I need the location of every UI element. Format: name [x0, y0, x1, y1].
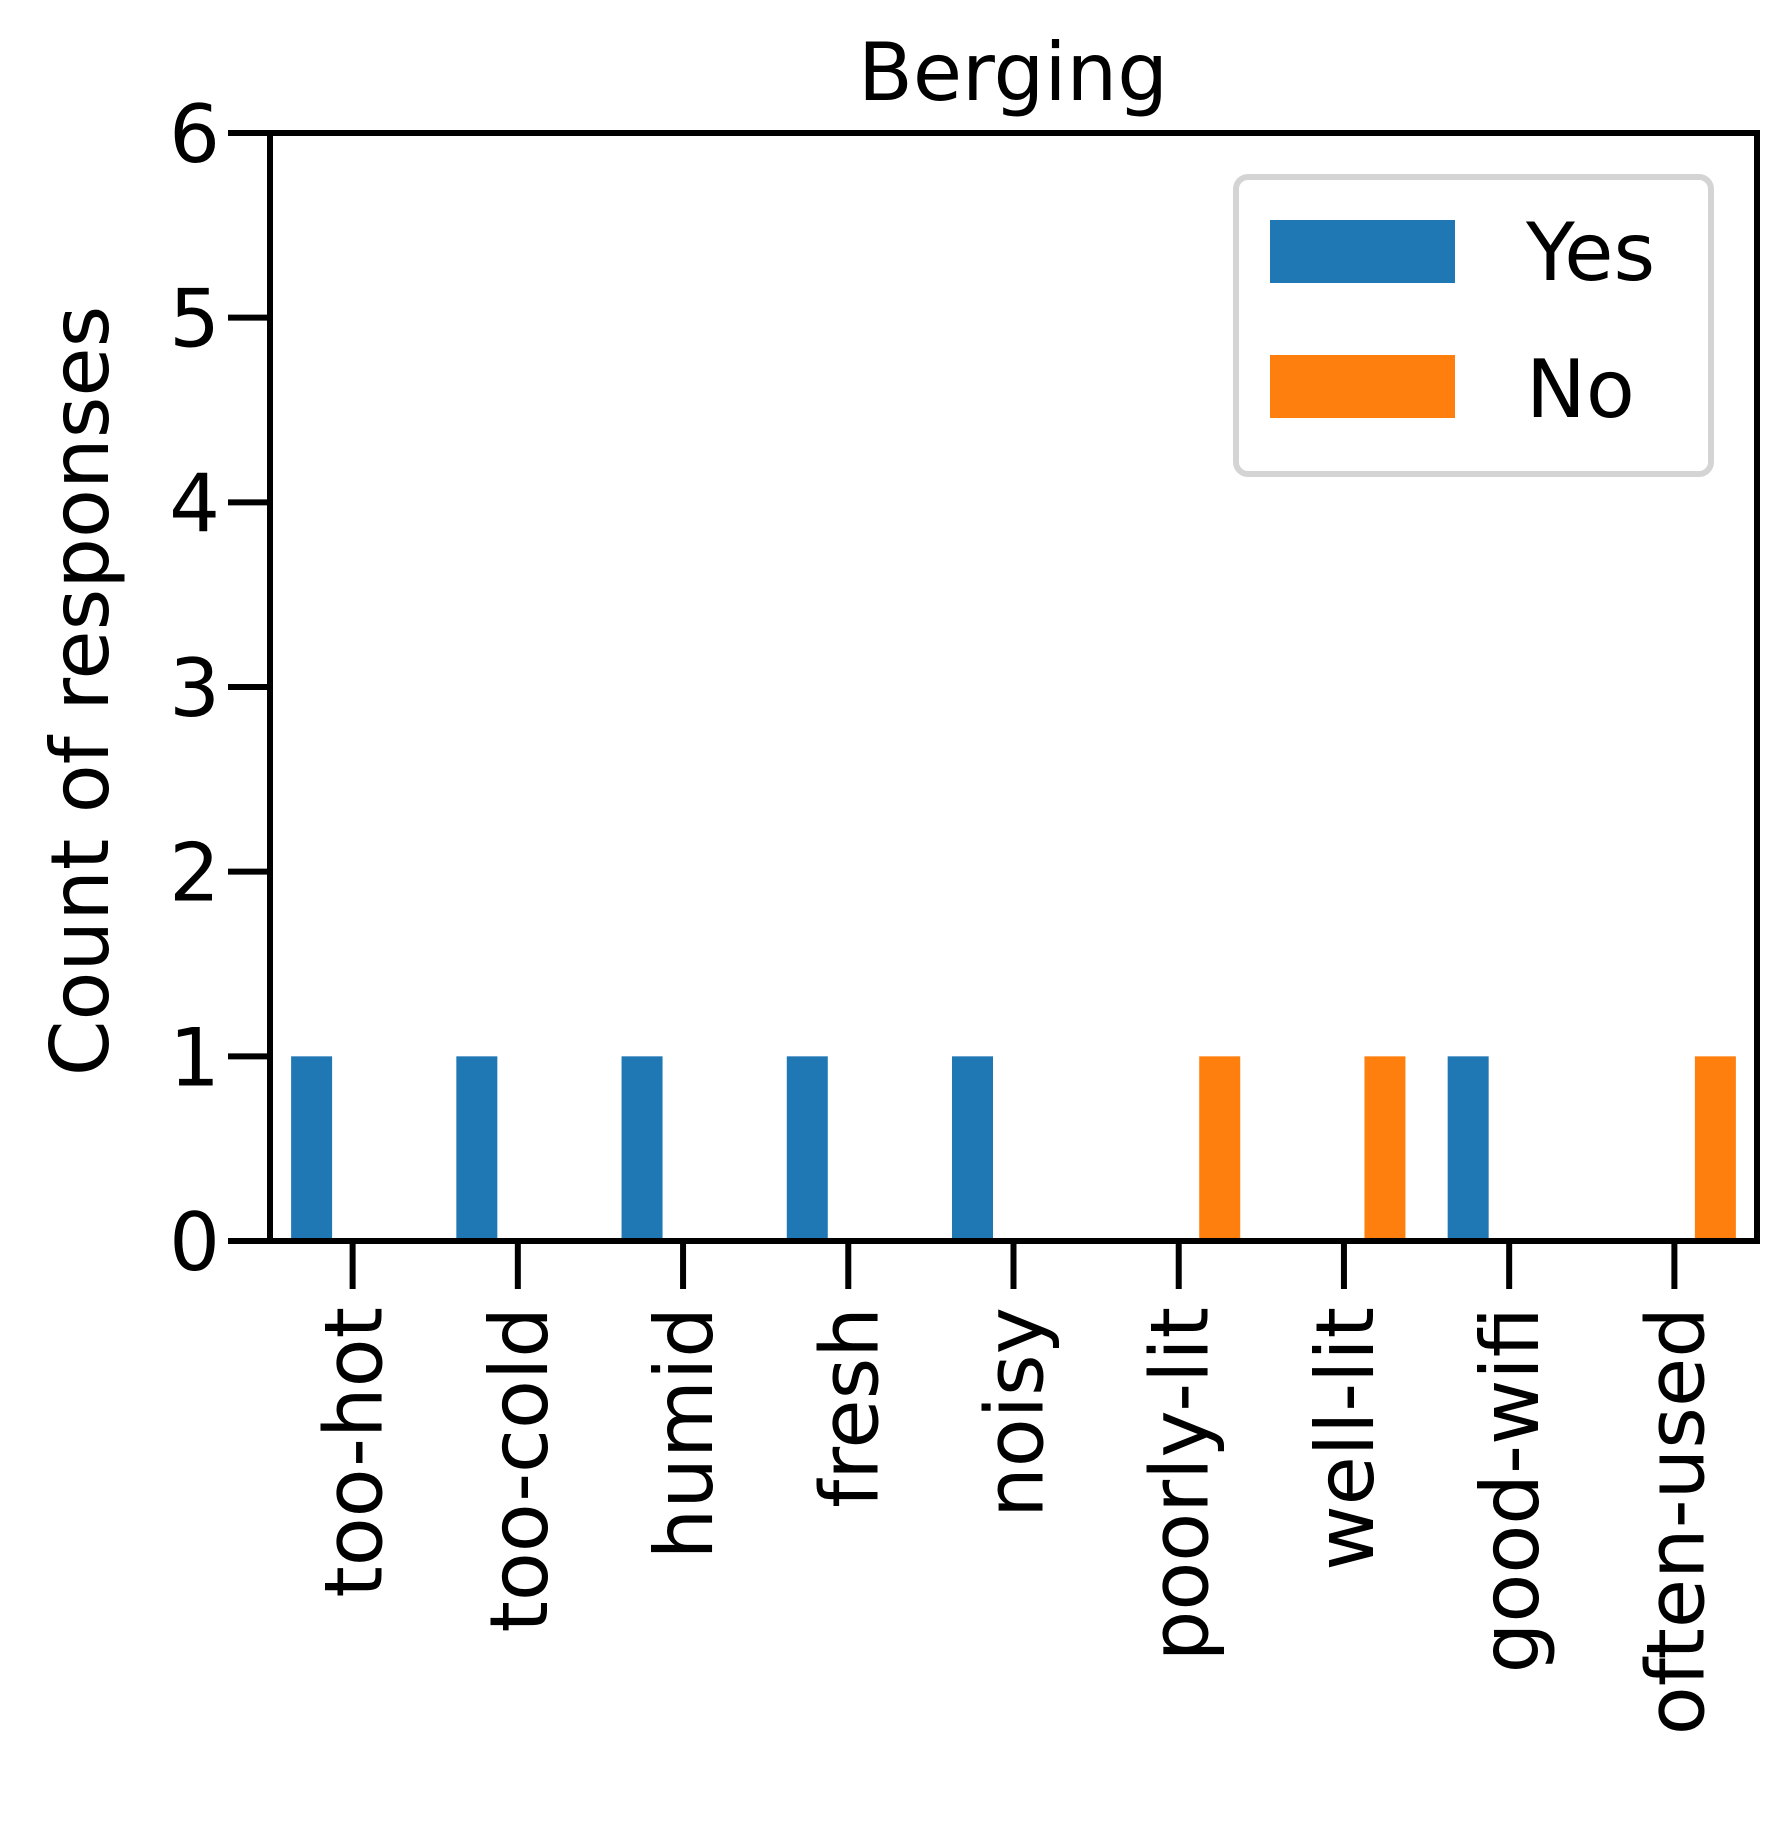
- x-tick-label: too-hot: [308, 1307, 401, 1598]
- legend: Yes No: [1233, 174, 1714, 477]
- bar-yes-humid: [621, 1056, 663, 1241]
- x-tick-label: fresh: [803, 1307, 896, 1508]
- bar-no-well-lit: [1364, 1056, 1406, 1241]
- y-tick-label: 3: [169, 642, 220, 735]
- x-tick-label: well-lit: [1299, 1307, 1392, 1571]
- x-tick-label: good-wifi: [1464, 1307, 1557, 1673]
- y-tick-label: 2: [169, 827, 220, 920]
- x-tick-label: too-cold: [473, 1307, 566, 1633]
- legend-swatch-no: [1270, 355, 1455, 418]
- bar-yes-noisy: [952, 1056, 993, 1241]
- y-axis-ticks: 0 1 2 3 4 5 6: [169, 88, 270, 1289]
- bar-yes-good-wifi: [1447, 1056, 1489, 1241]
- legend-swatch-yes: [1270, 220, 1455, 283]
- x-axis-ticks: too-hot too-cold humid fresh noisy poorly-lit…: [308, 1241, 1722, 1735]
- x-tick-label: often-used: [1629, 1307, 1722, 1735]
- legend-label-yes: Yes: [1525, 206, 1655, 299]
- bar-no-often-used: [1694, 1056, 1736, 1241]
- y-tick-label: 0: [169, 1196, 220, 1289]
- bar-yes-too-hot: [291, 1056, 333, 1241]
- y-axis-label: Count of responses: [34, 306, 127, 1077]
- x-tick-label: poorly-lit: [1134, 1307, 1227, 1661]
- x-tick-label: humid: [638, 1307, 731, 1559]
- x-tick-label: noisy: [969, 1307, 1062, 1518]
- legend-label-no: No: [1526, 343, 1635, 436]
- chart-title: Berging: [858, 26, 1168, 119]
- bar-yes-too-cold: [456, 1056, 498, 1241]
- bar-yes-fresh: [786, 1056, 828, 1241]
- y-tick-label: 1: [169, 1011, 220, 1104]
- y-tick-label: 6: [169, 88, 220, 181]
- plot-area-frame: [267, 130, 1760, 1244]
- y-tick-label: 5: [169, 273, 220, 366]
- y-tick-label: 4: [169, 457, 220, 550]
- bar-no-poorly-lit: [1199, 1056, 1241, 1241]
- bars: [291, 1056, 1736, 1241]
